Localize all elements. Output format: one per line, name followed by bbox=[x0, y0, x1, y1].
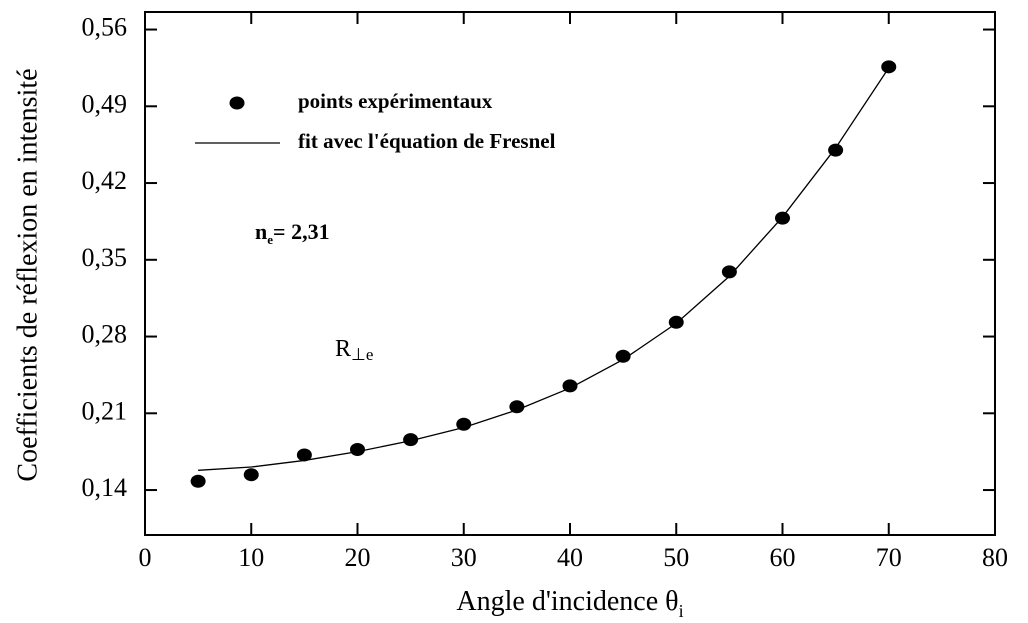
x-tick-label: 80 bbox=[982, 543, 1008, 572]
x-tick-label: 60 bbox=[770, 543, 796, 572]
x-tick-label: 50 bbox=[663, 543, 689, 572]
x-tick-label: 40 bbox=[557, 543, 583, 572]
annotation-main: n bbox=[255, 219, 267, 244]
x-axis-label-sub: i bbox=[679, 601, 684, 621]
y-axis-label: Coefficients de réflexion en intensité bbox=[12, 68, 43, 481]
fit-line bbox=[198, 67, 890, 471]
data-point bbox=[296, 448, 312, 462]
legend-marker bbox=[229, 96, 245, 110]
x-tick-label: 70 bbox=[876, 543, 902, 572]
data-point bbox=[881, 60, 897, 74]
x-axis-label-main: Angle d'incidence θ bbox=[456, 586, 678, 617]
y-tick-label: 0,14 bbox=[82, 473, 128, 502]
annotation-after: = 2,31 bbox=[273, 219, 330, 244]
annotation: ne= 2,31 bbox=[255, 219, 330, 247]
data-point bbox=[190, 474, 206, 488]
y-tick-label: 0,28 bbox=[82, 320, 128, 349]
plot-frame bbox=[144, 11, 996, 536]
y-tick-label: 0,35 bbox=[82, 243, 128, 272]
annotation: R⊥e bbox=[335, 336, 373, 364]
x-axis-label: Angle d'incidence θi bbox=[456, 586, 683, 621]
legend-label: points expérimentaux bbox=[298, 89, 493, 113]
data-point bbox=[243, 468, 259, 482]
annotation-main: R bbox=[335, 336, 351, 362]
annotation-sub: ⊥e bbox=[351, 345, 373, 364]
data-point bbox=[509, 400, 525, 414]
x-tick-label: 30 bbox=[451, 543, 477, 572]
data-point bbox=[456, 417, 472, 431]
data-point bbox=[403, 433, 419, 447]
y-tick-label: 0,42 bbox=[82, 166, 128, 195]
annotation-sub: e bbox=[267, 232, 273, 247]
x-tick-label: 0 bbox=[139, 543, 152, 572]
y-tick-label: 0,21 bbox=[82, 396, 128, 425]
x-tick-label: 20 bbox=[345, 543, 371, 572]
legend-label: fit avec l'équation de Fresnel bbox=[298, 129, 556, 153]
data-point bbox=[350, 442, 365, 456]
y-tick-label: 0,49 bbox=[82, 89, 128, 118]
y-tick-label: 0,56 bbox=[82, 13, 128, 42]
data-point bbox=[721, 265, 737, 279]
data-point bbox=[615, 349, 631, 363]
x-tick-label: 10 bbox=[238, 543, 264, 572]
